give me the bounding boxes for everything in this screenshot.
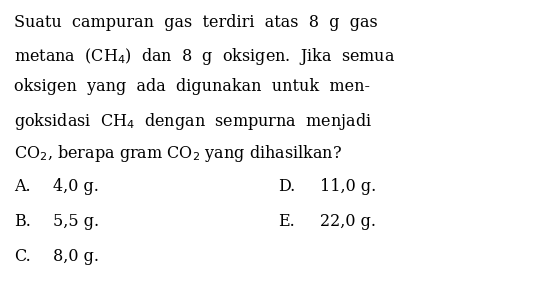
- Text: metana  (CH$_{4}$)  dan  8  g  oksigen.  Jika  semua: metana (CH$_{4}$) dan 8 g oksigen. Jika …: [14, 46, 395, 67]
- Text: C.: C.: [14, 248, 31, 265]
- Text: 4,0 g.: 4,0 g.: [53, 178, 99, 195]
- Text: B.: B.: [14, 213, 31, 230]
- Text: CO$_{2}$, berapa gram CO$_{2}$ yang dihasilkan?: CO$_{2}$, berapa gram CO$_{2}$ yang diha…: [14, 143, 342, 164]
- Text: 11,0 g.: 11,0 g.: [320, 178, 377, 195]
- Text: oksigen  yang  ada  digunakan  untuk  men-: oksigen yang ada digunakan untuk men-: [14, 78, 370, 95]
- Text: 8,0 g.: 8,0 g.: [53, 248, 99, 265]
- Text: goksidasi  CH$_{4}$  dengan  sempurna  menjadi: goksidasi CH$_{4}$ dengan sempurna menja…: [14, 111, 372, 132]
- Text: Suatu  campuran  gas  terdiri  atas  8  g  gas: Suatu campuran gas terdiri atas 8 g gas: [14, 14, 378, 31]
- Text: 5,5 g.: 5,5 g.: [53, 213, 99, 230]
- Text: D.: D.: [278, 178, 296, 195]
- Text: E.: E.: [278, 213, 295, 230]
- Text: A.: A.: [14, 178, 31, 195]
- Text: 22,0 g.: 22,0 g.: [320, 213, 377, 230]
